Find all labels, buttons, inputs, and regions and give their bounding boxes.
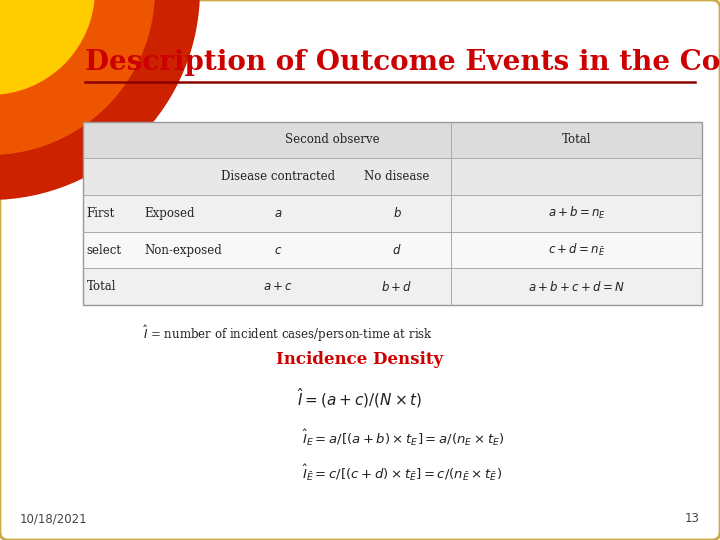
Text: Non-exposed: Non-exposed bbox=[145, 244, 222, 256]
Text: Disease contracted: Disease contracted bbox=[221, 170, 335, 183]
Text: Total: Total bbox=[87, 280, 117, 293]
Text: No disease: No disease bbox=[364, 170, 430, 183]
Wedge shape bbox=[0, 0, 95, 95]
Text: $\hat{I}_E = a/[(a + b) \times t_E] = a/(n_E \times t_E)$: $\hat{I}_E = a/[(a + b) \times t_E] = a/… bbox=[302, 428, 505, 448]
Text: $\hat{I}$ = number of incident cases/person-time at risk: $\hat{I}$ = number of incident cases/per… bbox=[143, 323, 433, 344]
Bar bbox=[83, 158, 702, 195]
Text: $a + c$: $a + c$ bbox=[263, 280, 293, 293]
Text: $\hat{I} = (a + c)/(N \times t)$: $\hat{I} = (a + c)/(N \times t)$ bbox=[297, 386, 423, 410]
Text: 10/18/2021: 10/18/2021 bbox=[20, 512, 88, 525]
Bar bbox=[83, 195, 702, 232]
Text: $a + b + c + d = N$: $a + b + c + d = N$ bbox=[528, 280, 625, 294]
Text: 13: 13 bbox=[685, 512, 700, 525]
Text: Description of Outcome Events in the Cohort: Description of Outcome Events in the Coh… bbox=[85, 49, 720, 76]
Text: $a + b = n_E$: $a + b = n_E$ bbox=[547, 205, 606, 221]
Bar bbox=[83, 122, 702, 158]
Text: First: First bbox=[87, 207, 115, 220]
Text: Incidence Density: Incidence Density bbox=[276, 351, 444, 368]
Text: $b$: $b$ bbox=[392, 206, 402, 220]
Text: $b + d$: $b + d$ bbox=[382, 280, 413, 294]
Text: $d$: $d$ bbox=[392, 243, 402, 257]
Text: $a$: $a$ bbox=[274, 207, 282, 220]
Text: $c + d = n_{\bar{E}}$: $c + d = n_{\bar{E}}$ bbox=[548, 242, 606, 258]
Text: Second observe: Second observe bbox=[284, 133, 379, 146]
Wedge shape bbox=[0, 0, 155, 155]
Bar bbox=[83, 232, 702, 268]
Bar bbox=[83, 122, 702, 305]
Text: select: select bbox=[87, 244, 122, 256]
Text: Total: Total bbox=[562, 133, 591, 146]
Text: $\hat{I}_{\bar{E}} = c/[(c + d) \times t_{\bar{E}}] = c/(n_{\bar{E}} \times t_{\: $\hat{I}_{\bar{E}} = c/[(c + d) \times t… bbox=[302, 463, 503, 483]
Text: Exposed: Exposed bbox=[145, 207, 195, 220]
Wedge shape bbox=[0, 0, 200, 200]
Bar bbox=[83, 268, 702, 305]
Text: $c$: $c$ bbox=[274, 244, 282, 256]
